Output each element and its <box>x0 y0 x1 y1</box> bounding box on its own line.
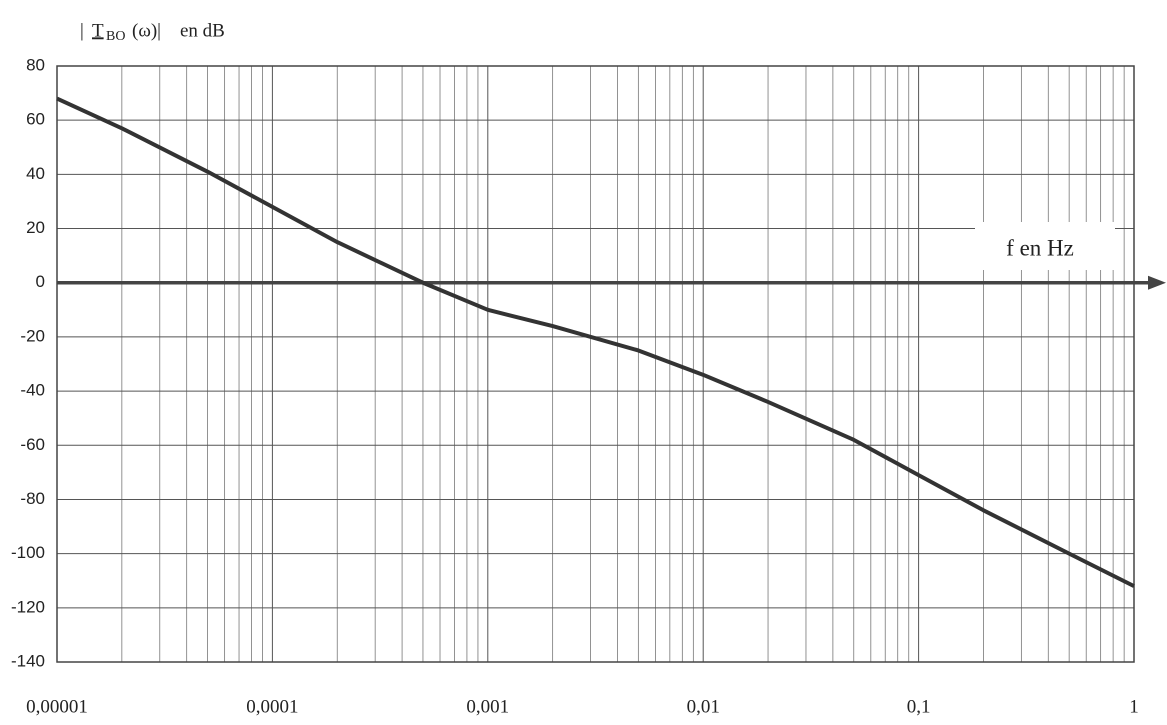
data-line <box>56 96 1135 588</box>
y-tick-label: -60 <box>20 435 45 454</box>
y-tick-label: -140 <box>11 651 45 670</box>
bar-open: | <box>80 20 84 41</box>
x-axis-label: f en Hz <box>1006 235 1074 260</box>
y-tick-label: 0 <box>36 272 45 291</box>
x-tick-label: 0,1 <box>907 696 931 717</box>
x-tick-label: 0,0001 <box>246 696 298 717</box>
y-axis-label: | T BO (ω)| en dB <box>80 20 225 44</box>
y-tick-label: -40 <box>20 381 45 400</box>
x-tick-label: 1 <box>1129 696 1139 717</box>
x-tick-label: 0,00001 <box>26 696 88 717</box>
plot-frame <box>56 65 1135 663</box>
x-tick-label: 0,01 <box>687 696 720 717</box>
y-tick-label: 20 <box>26 218 45 237</box>
y-tick-label: -80 <box>20 489 45 508</box>
y-tick-label: -120 <box>11 597 45 616</box>
ylabel-rest: (ω)| <box>132 20 161 41</box>
x-tick-label: 0,001 <box>466 696 509 717</box>
y-tick-label: 60 <box>26 110 45 129</box>
y-tick-label: -20 <box>20 326 45 345</box>
y-tick-label: -100 <box>11 543 45 562</box>
y-tick-label: 80 <box>26 55 45 74</box>
ylabel-subscript: BO <box>106 29 125 44</box>
ylabel-unit: en dB <box>180 20 225 41</box>
ylabel-symbol: T <box>92 20 104 41</box>
y-tick-label: 40 <box>26 164 45 183</box>
xlabel-bg <box>975 222 1115 270</box>
x-axis-arrow <box>1148 275 1166 290</box>
